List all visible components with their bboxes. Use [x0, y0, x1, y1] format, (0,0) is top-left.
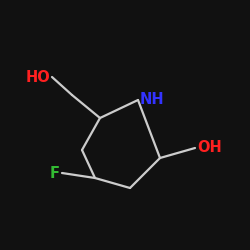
- Text: HO: HO: [25, 70, 50, 84]
- Text: F: F: [50, 166, 60, 180]
- Text: OH: OH: [197, 140, 222, 156]
- Text: NH: NH: [140, 92, 164, 108]
